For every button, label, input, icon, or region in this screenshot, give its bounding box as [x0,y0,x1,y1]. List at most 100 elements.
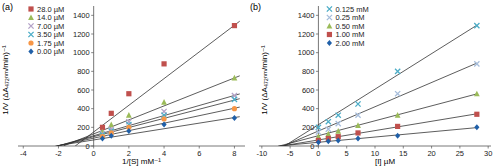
data-point [474,23,479,28]
x-tick-label: 25 [456,149,464,158]
y-tick-label: 1000 [298,48,315,57]
data-point [161,122,166,128]
x-tick-label: 6 [197,149,201,158]
data-point [109,133,114,139]
x-tick-label: 8 [232,149,236,158]
data-point [326,138,331,144]
data-point [355,101,360,106]
y-tick-label: 200 [77,123,90,132]
y-tick [316,34,319,35]
legend: 0.125 mM0.25 mM0.50 mM1.00 mM2.00 mM [327,5,369,48]
data-point [126,112,132,118]
x-tick-label: 5 [345,149,349,158]
panel-label: (a) [2,2,13,12]
data-point [355,130,360,135]
x-tick-label: 4 [162,149,166,158]
fit-line [279,94,476,146]
data-point [355,136,360,142]
y-tick [316,15,319,16]
y-axis [93,6,94,146]
y-tick-label: 400 [77,104,90,113]
data-point [395,112,401,118]
data-point [126,91,131,96]
fit-line [75,21,240,146]
x-tick-label: 15 [399,149,407,158]
data-point [232,75,238,81]
x-tick-label: 0 [92,149,96,158]
fit-line [284,25,476,146]
fit-line [282,114,477,146]
data-point [474,61,479,66]
data-point [335,128,341,134]
data-point [232,115,237,121]
legend-marker [327,40,332,46]
y-tick [91,127,94,128]
x-tick-label: 20 [427,149,435,158]
data-point [395,91,400,96]
x-tick-label: 0 [316,149,320,158]
y-tick-label: 800 [302,67,315,76]
y-tick-label: 400 [302,104,315,113]
data-point [232,23,237,28]
legend: 28.0 µM14.0 µM7.00 µM3.50 µM1.75 µM0.00 … [28,5,64,57]
legend-marker [327,15,332,20]
data-point [161,61,166,66]
legend-label: 2.00 mM [335,39,364,48]
y-tick [316,90,319,91]
x-axis [18,146,245,147]
y-tick-label: 1400 [73,11,90,20]
plot-area [55,21,239,146]
data-point [355,122,361,128]
data-point [109,111,114,116]
y-tick-label: 600 [302,86,315,95]
y-tick [91,34,94,35]
panel: (b)-10-505101520253002004006008001000120… [250,2,492,166]
legend-marker [28,14,34,20]
y-tick [316,52,319,53]
data-point [355,113,360,118]
fit-line [57,107,240,146]
data-point [395,124,400,129]
y-tick-label: 0 [85,142,89,151]
legend-marker [327,6,332,11]
data-point [316,139,321,145]
plot-area [278,23,480,146]
data-point [316,125,321,130]
legend-marker [327,23,333,29]
legend-marker [28,49,33,55]
data-point [326,119,331,124]
data-point [325,131,331,137]
data-point [336,113,341,118]
x-tick-label: -2 [55,149,62,158]
y-tick-label: 200 [302,123,315,132]
legend-marker [28,40,33,45]
y-tick-label: 800 [77,67,90,76]
y-tick [91,146,94,147]
y-tick-label: 1200 [298,30,315,39]
data-point [474,112,479,117]
fit-line [55,117,239,146]
data-point [232,97,237,102]
data-point [474,124,479,130]
data-point [161,116,166,121]
y-tick [316,146,319,147]
y-tick [316,108,319,109]
fit-line [58,94,240,146]
fit-line [283,63,477,146]
y-tick [91,108,94,109]
data-point [336,121,341,126]
legend-marker [28,32,33,37]
legend-marker [28,23,33,28]
x-axis-label: 1/[S] mM⁻¹ [122,157,161,166]
y-tick [91,52,94,53]
fit-line [278,128,477,146]
y-tick [316,71,319,72]
x-tick-label: -10 [256,149,267,158]
legend-label: 0.00 µM [37,47,64,56]
y-tick-label: 600 [77,86,90,95]
data-point [395,69,400,74]
y-tick [91,15,94,16]
panel: (a)-4-20246802004006008001000120014001/[… [1,2,245,166]
fit-line [63,76,239,146]
x-tick-label: -5 [287,149,294,158]
